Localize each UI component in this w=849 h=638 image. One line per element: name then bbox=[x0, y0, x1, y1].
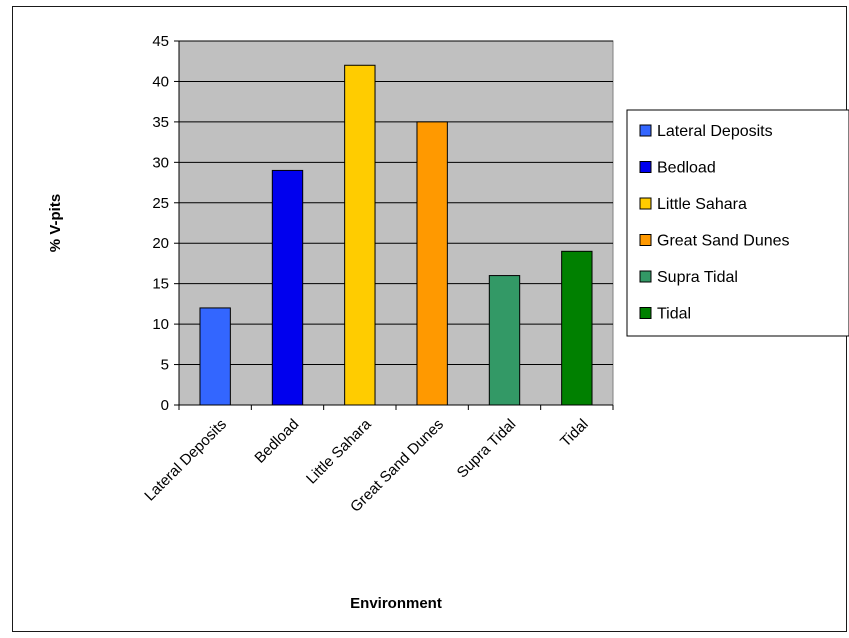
y-tick-label: 35 bbox=[152, 114, 169, 131]
y-tick-label: 0 bbox=[161, 397, 169, 414]
legend-swatch bbox=[639, 161, 652, 173]
bar bbox=[344, 64, 376, 406]
gridlines bbox=[179, 40, 613, 366]
legend-items: Lateral Deposits Bedload Little Sahara Grea… bbox=[639, 123, 790, 323]
legend-swatch bbox=[639, 270, 652, 283]
x-axis-title: Environment bbox=[350, 595, 442, 612]
legend-entry-label: Little Sahara bbox=[657, 196, 747, 213]
bar bbox=[416, 121, 448, 406]
x-category-label: Lateral Deposits bbox=[141, 416, 230, 505]
legend-entry-label: Lateral Deposits bbox=[657, 123, 773, 140]
legend: Lateral Deposits Bedload Little Sahara Grea… bbox=[626, 109, 849, 337]
bar bbox=[199, 307, 231, 406]
plot-area bbox=[178, 40, 614, 406]
bar bbox=[561, 250, 593, 406]
x-category-label: Bedload bbox=[251, 416, 302, 467]
y-tick-label: 15 bbox=[152, 276, 169, 293]
x-category-label: Supra Tidal bbox=[454, 416, 520, 482]
bar bbox=[271, 169, 304, 406]
legend-swatch bbox=[639, 234, 652, 246]
legend-swatch bbox=[639, 197, 652, 210]
x-axis-categories: Lateral Deposits Bedload Little SaharaGrea… bbox=[141, 405, 614, 516]
y-tick-label: 40 bbox=[152, 73, 169, 90]
y-tick-label: 10 bbox=[152, 316, 169, 333]
x-category-label: Tidal bbox=[557, 416, 592, 451]
y-tick-label: 25 bbox=[152, 195, 169, 212]
bars bbox=[199, 64, 593, 406]
legend-swatch bbox=[639, 307, 652, 319]
y-tick-label: 5 bbox=[161, 357, 169, 374]
legend-entry-label: Tidal bbox=[657, 306, 691, 323]
y-tick-label: 30 bbox=[152, 154, 169, 171]
y-tick-label: 45 bbox=[152, 33, 169, 50]
y-axis-title: % V-pits bbox=[47, 194, 64, 252]
legend-box bbox=[626, 109, 849, 337]
legend-entry-label: Bedload bbox=[657, 160, 716, 177]
legend-swatch bbox=[639, 124, 652, 137]
y-axis-ticks: 0 5 10 15 20 25 30 35 40 45 bbox=[152, 33, 179, 414]
x-category-label: Little Sahara bbox=[303, 415, 375, 487]
legend-entry-label: Great Sand Dunes bbox=[657, 233, 790, 250]
legend-entry-label: Supra Tidal bbox=[657, 269, 738, 286]
y-tick-label: 20 bbox=[152, 235, 169, 252]
bar bbox=[488, 275, 521, 406]
